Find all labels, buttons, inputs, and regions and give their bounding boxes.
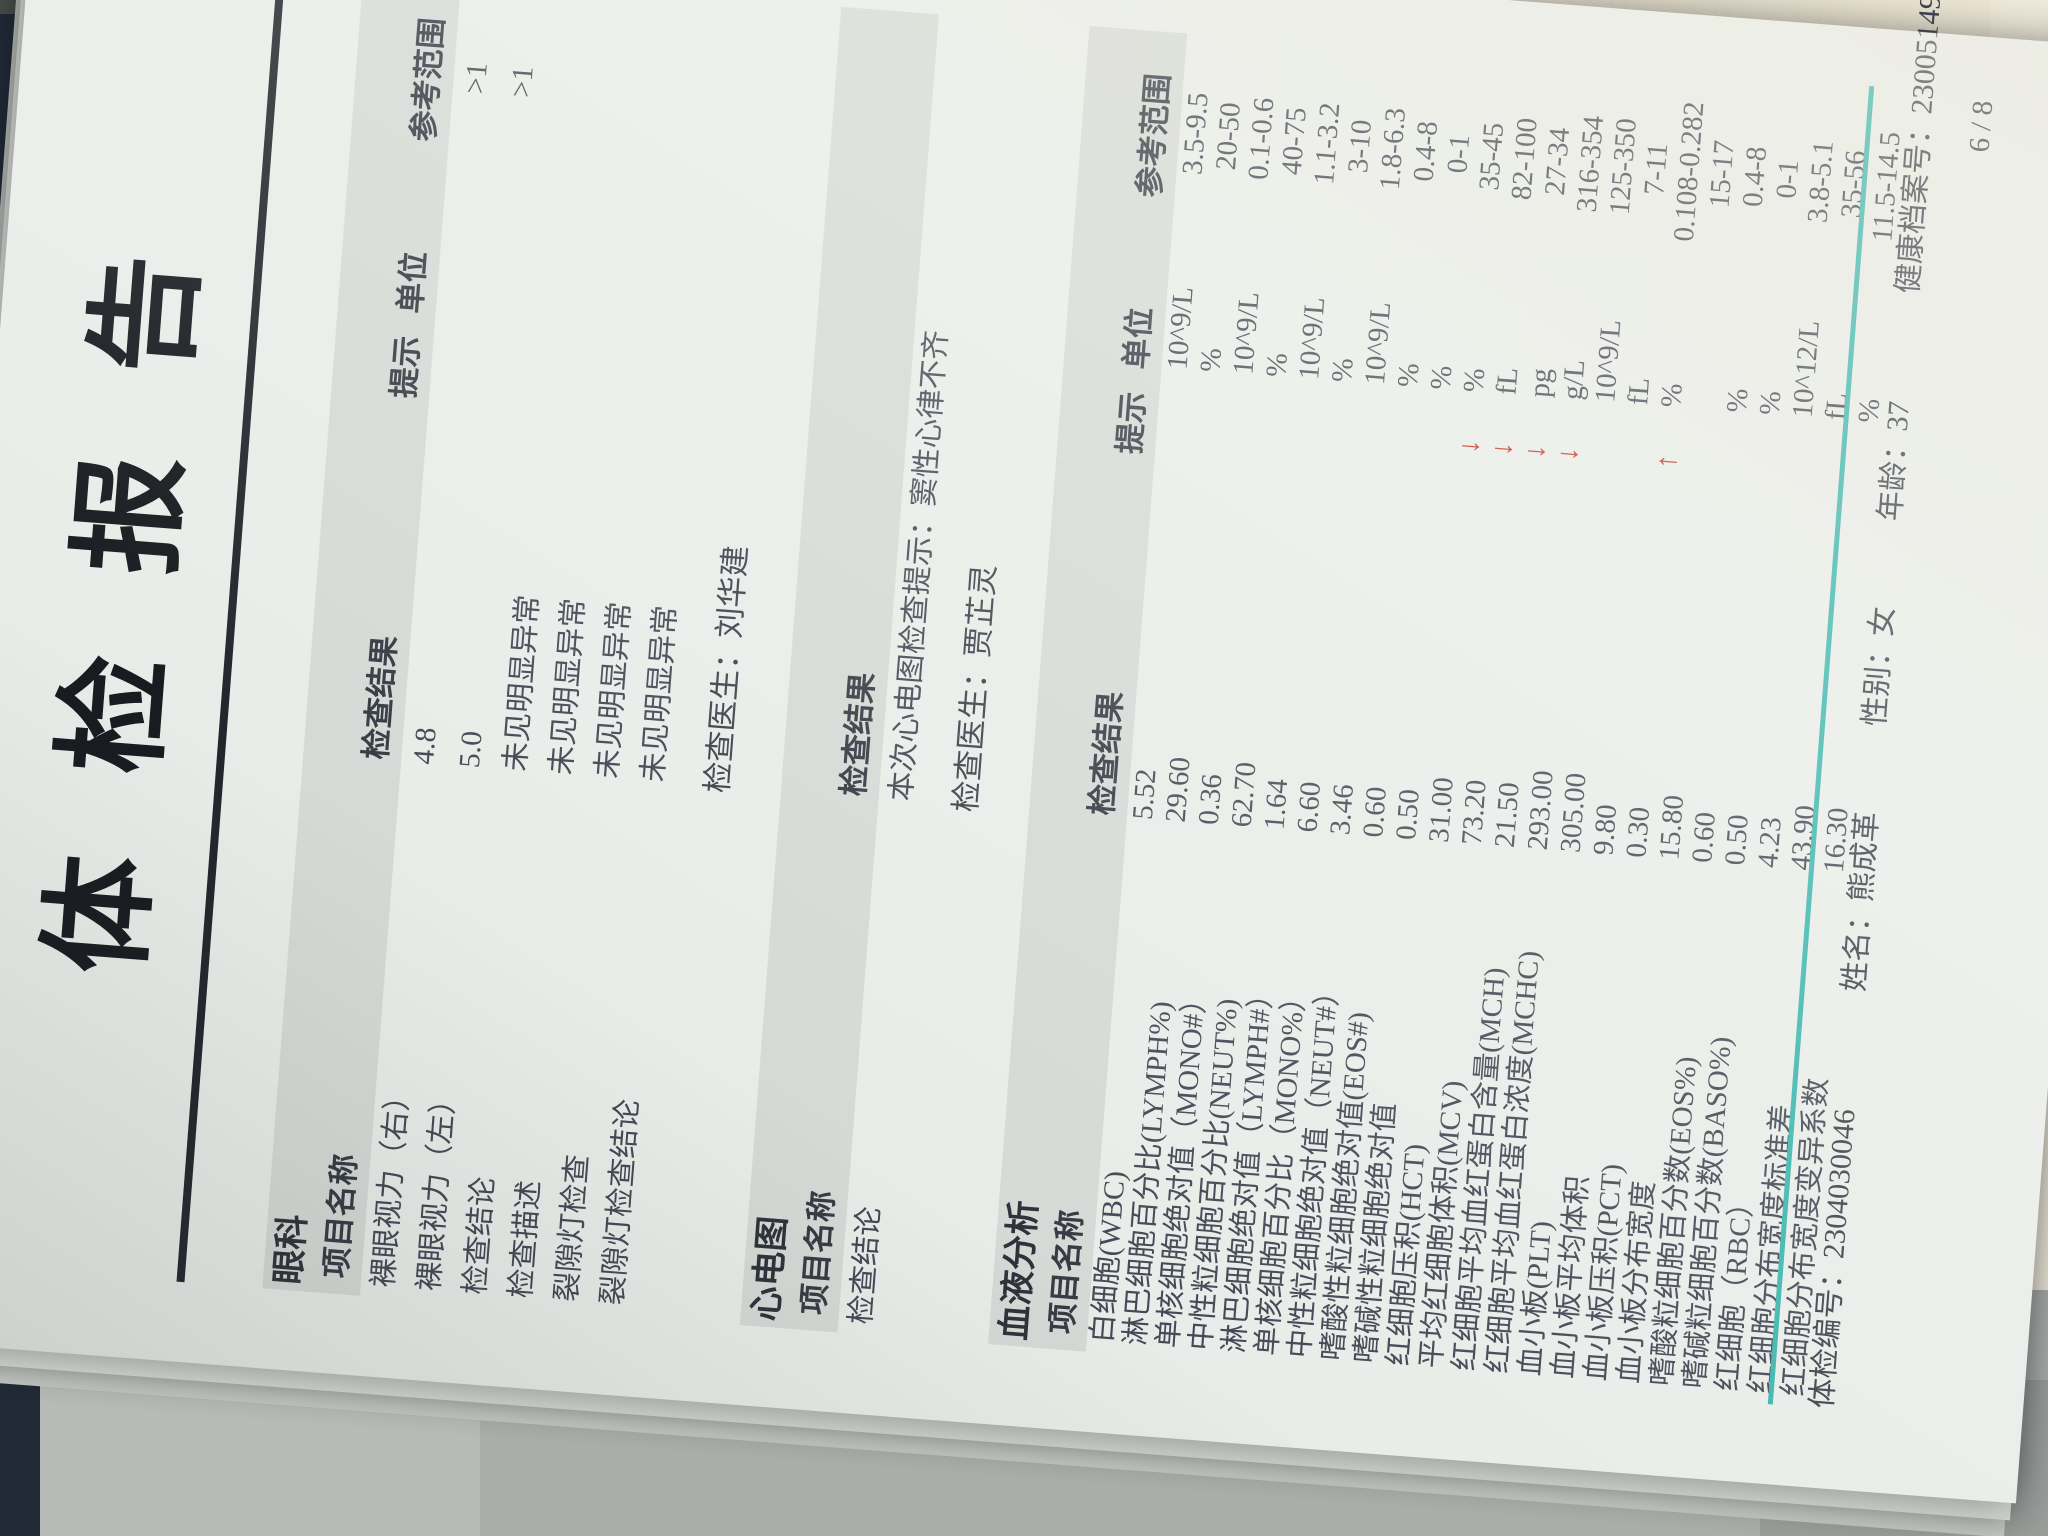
section-ecg: 心电图 项目名称 检查结果 检查结论 本次心电图检查提示：窦性心律不齐 检查医生… <box>739 6 1046 1341</box>
exam-number-value: 2304030046 <box>1817 1107 1862 1260</box>
section-ophthalmology: 眼科 项目名称 检查结果 提示 单位 参考范围 裸眼视力（右） 4.8 <box>262 0 797 1322</box>
report-page: 体检报告 眼科 项目名称 检查结果 提示 单位 参考范围 裸眼视力（右） <box>0 0 2048 1503</box>
health-record-label: 健康档案号： <box>1891 112 1939 295</box>
hint-arrow <box>611 334 664 430</box>
hint-arrow <box>428 320 481 416</box>
patient-name: 姓名：熊成革 <box>1829 810 1887 993</box>
hint-arrow <box>657 338 710 434</box>
hint-arrow <box>474 324 527 420</box>
patient-age: 年龄：37 <box>1865 399 1918 522</box>
exam-number-label: 体检编号： <box>1805 1257 1851 1410</box>
unit-value <box>664 193 721 342</box>
doctor-label: 检查医生： <box>947 656 995 814</box>
patient-gender-value: 女 <box>1865 605 1901 638</box>
doctor-name: 贾芷灵 <box>959 563 1002 659</box>
hint-arrow <box>565 331 618 427</box>
health-record-value: 23005149 <box>1905 0 1948 116</box>
section-blood-analysis: 血液分析 项目名称 检查结果 提示 单位 参考范围 白细胞(WBC) 5.52 … <box>988 25 1911 1407</box>
health-record-number: 健康档案号：23005149 <box>1882 0 1949 295</box>
page-title: 体检报告 <box>31 168 224 979</box>
col-unit: 单位 <box>1118 306 1159 371</box>
patient-name-value: 熊成革 <box>1844 810 1885 904</box>
patient-name-label: 姓名： <box>1837 900 1878 993</box>
col-hint: 提示 <box>1111 390 1152 456</box>
col-hint: 提示 <box>386 334 426 400</box>
patient-gender: 性别：女 <box>1849 605 1902 728</box>
exam-number: 体检编号：2304030046 <box>1797 1107 1864 1410</box>
doctor-label: 检查医生： <box>699 636 747 795</box>
patient-gender-label: 性别： <box>1858 635 1898 728</box>
col-unit: 单位 <box>392 250 433 315</box>
patient-age-value: 37 <box>1880 399 1917 433</box>
hint-arrow <box>520 327 573 423</box>
patient-age-label: 年龄： <box>1873 429 1914 523</box>
doctor-name: 刘华建 <box>711 544 754 640</box>
